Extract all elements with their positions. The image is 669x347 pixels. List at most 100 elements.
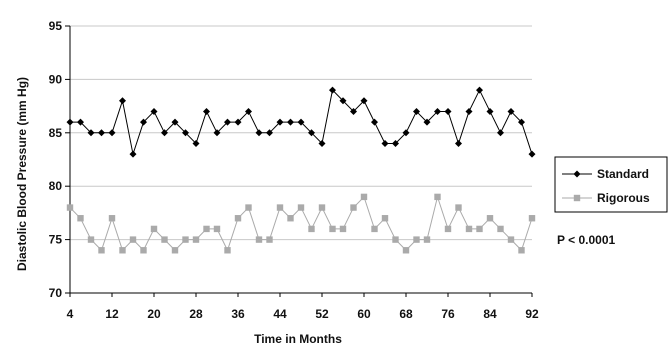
data-point-rigorous — [234, 215, 242, 222]
data-point-standard — [234, 118, 242, 126]
data-point-standard — [255, 129, 263, 137]
data-point-rigorous — [161, 236, 168, 243]
data-point-standard — [266, 129, 273, 137]
data-point-standard — [455, 139, 462, 147]
x-tick-label: 28 — [189, 307, 203, 321]
x-tick-label: 52 — [315, 307, 329, 321]
data-point-rigorous — [308, 225, 315, 233]
data-point-rigorous — [182, 236, 189, 243]
data-point-standard — [98, 129, 105, 137]
data-point-rigorous — [423, 236, 431, 243]
x-axis-label: Time in Months — [254, 332, 342, 346]
data-point-standard — [161, 129, 168, 137]
data-point-rigorous — [518, 247, 525, 254]
data-point-standard — [371, 118, 378, 126]
data-point-rigorous — [171, 247, 179, 254]
data-point-rigorous — [455, 204, 462, 211]
y-tick-label: 85 — [49, 126, 63, 140]
data-point-standard — [528, 150, 536, 158]
data-point-rigorous — [392, 236, 399, 243]
series-standard — [66, 86, 536, 158]
data-point-standard — [444, 107, 452, 115]
data-point-rigorous — [486, 215, 494, 222]
x-tick-label: 36 — [231, 307, 245, 321]
data-point-standard — [245, 107, 252, 115]
data-point-rigorous — [318, 204, 326, 211]
legend: Standard Rigorous — [554, 156, 668, 213]
data-point-rigorous — [339, 225, 347, 233]
x-tick-label: 44 — [273, 307, 287, 321]
data-point-standard — [507, 107, 515, 115]
data-point-standard — [77, 118, 84, 126]
data-point-rigorous — [276, 204, 284, 211]
data-point-rigorous — [192, 236, 200, 243]
data-point-rigorous — [371, 225, 378, 233]
data-point-standard — [140, 118, 147, 126]
data-point-standard — [434, 107, 441, 115]
data-point-standard — [318, 139, 326, 147]
data-point-rigorous — [476, 225, 483, 233]
x-tick-label: 60 — [357, 307, 371, 321]
data-point-rigorous — [245, 204, 252, 211]
legend-label-rigorous: Rigorous — [597, 191, 650, 205]
data-point-standard — [402, 129, 410, 137]
data-point-standard — [381, 139, 389, 147]
x-tick-label: 84 — [483, 307, 497, 321]
x-tick-label: 76 — [441, 307, 455, 321]
x-tick-label: 20 — [147, 307, 161, 321]
data-point-rigorous — [98, 247, 105, 254]
legend-box — [554, 156, 668, 213]
data-point-standard — [465, 107, 473, 115]
data-point-rigorous — [119, 247, 126, 254]
data-point-rigorous — [66, 204, 74, 211]
data-point-rigorous — [350, 204, 357, 211]
data-point-standard — [486, 107, 494, 115]
data-point-standard — [423, 118, 431, 126]
data-point-standard — [339, 97, 347, 105]
data-point-standard — [66, 118, 74, 126]
data-point-standard — [213, 129, 221, 137]
y-tick-label: 70 — [49, 286, 63, 300]
data-point-standard — [108, 129, 116, 137]
tick-labels: 70 75 80 85 90 95 4 12 20 28 36 44 52 60 68 76 84 92 — [49, 19, 539, 321]
gridlines — [70, 25, 532, 241]
legend-marker-rigorous — [573, 194, 581, 202]
legend-label-standard: Standard — [597, 167, 649, 181]
data-point-rigorous — [203, 225, 210, 233]
data-point-standard — [150, 107, 158, 115]
series-rigorous — [66, 193, 536, 254]
data-point-standard — [182, 129, 189, 137]
data-point-standard — [297, 118, 305, 126]
data-point-standard — [192, 139, 200, 147]
y-tick-label: 80 — [49, 179, 63, 193]
data-point-standard — [360, 97, 368, 105]
data-point-rigorous — [224, 247, 231, 254]
axes — [65, 25, 533, 297]
p-value-annotation: P < 0.0001 — [557, 233, 615, 247]
data-point-rigorous — [77, 215, 84, 222]
data-point-rigorous — [413, 236, 420, 243]
y-tick-label: 95 — [49, 19, 63, 33]
data-point-standard — [203, 107, 210, 115]
data-point-standard — [171, 118, 179, 126]
data-point-rigorous — [213, 225, 221, 233]
legend-marker-standard — [573, 170, 581, 178]
data-point-rigorous — [329, 225, 336, 233]
x-tick-label: 4 — [67, 307, 74, 321]
data-point-rigorous — [140, 247, 147, 254]
x-tick-label: 12 — [105, 307, 119, 321]
data-point-standard — [413, 107, 420, 115]
y-tick-label: 75 — [49, 233, 63, 247]
data-point-rigorous — [402, 247, 410, 254]
data-point-rigorous — [507, 236, 515, 243]
data-point-rigorous — [444, 225, 452, 233]
data-point-rigorous — [434, 193, 441, 201]
data-point-rigorous — [108, 215, 116, 222]
data-point-standard — [119, 97, 126, 105]
data-point-rigorous — [287, 215, 294, 222]
x-tick-label: 92 — [525, 307, 539, 321]
data-point-standard — [518, 118, 525, 126]
data-point-standard — [224, 118, 231, 126]
data-point-rigorous — [297, 204, 305, 211]
data-point-standard — [287, 118, 294, 126]
